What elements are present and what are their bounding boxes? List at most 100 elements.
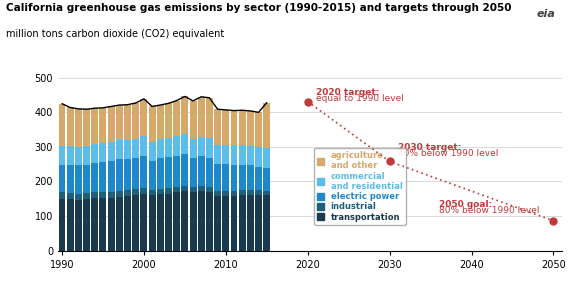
Bar (157, 158, 164, 189)
Bar (181, 186, 188, 192)
Bar (222, 145, 229, 164)
Bar (141, 194, 148, 251)
Bar (83, 193, 90, 199)
Bar (255, 147, 262, 166)
Bar (181, 134, 188, 154)
Bar (222, 191, 229, 196)
Bar (83, 164, 90, 193)
Bar (157, 105, 164, 139)
Bar (189, 101, 196, 139)
Bar (230, 164, 237, 191)
Bar (132, 139, 139, 158)
Bar (198, 97, 205, 137)
Text: million tons carbon dioxide (CO2) equivalent: million tons carbon dioxide (CO2) equiva… (6, 29, 224, 39)
Bar (116, 191, 123, 197)
Bar (91, 163, 98, 192)
Bar (116, 197, 123, 251)
Bar (141, 188, 148, 194)
Bar (100, 162, 107, 192)
Bar (263, 148, 270, 168)
Bar (198, 137, 205, 156)
Bar (263, 103, 270, 148)
Bar (263, 168, 270, 191)
Bar (222, 164, 229, 191)
Bar (247, 195, 254, 251)
Bar (132, 195, 139, 251)
Text: California greenhouse gas emissions by sector (1990-2015) and targets through 20: California greenhouse gas emissions by s… (6, 3, 511, 13)
Bar (67, 165, 74, 193)
Bar (58, 104, 65, 146)
Bar (189, 139, 196, 158)
Bar (149, 107, 156, 142)
Bar (239, 190, 245, 195)
Bar (255, 190, 262, 195)
Bar (239, 195, 245, 251)
Bar (230, 111, 237, 145)
Bar (239, 110, 245, 145)
Bar (124, 159, 131, 190)
Bar (165, 157, 172, 188)
Bar (165, 194, 172, 251)
Bar (189, 192, 196, 251)
Bar (247, 190, 254, 195)
Bar (91, 198, 98, 251)
Bar (173, 136, 180, 156)
Text: 2030 target:: 2030 target: (398, 143, 461, 152)
Bar (149, 195, 156, 251)
Bar (141, 156, 148, 188)
Bar (222, 196, 229, 251)
Bar (247, 146, 254, 165)
Bar (189, 187, 196, 192)
Bar (108, 107, 115, 142)
Bar (157, 189, 164, 194)
Bar (173, 156, 180, 187)
Bar (132, 103, 139, 139)
Bar (181, 192, 188, 251)
Bar (91, 192, 98, 198)
Bar (67, 146, 74, 165)
Bar (214, 164, 221, 191)
Bar (230, 196, 237, 251)
Bar (132, 189, 139, 195)
Bar (100, 108, 107, 143)
Legend: agriculture
and other, commercial
and residential, electric power, industrial, t: agriculture and other, commercial and re… (314, 147, 406, 225)
Bar (165, 188, 172, 194)
Bar (181, 154, 188, 186)
Bar (165, 138, 172, 157)
Bar (263, 195, 270, 251)
Bar (75, 194, 82, 200)
Bar (58, 192, 65, 199)
Bar (124, 190, 131, 196)
Bar (67, 193, 74, 199)
Bar (255, 166, 262, 190)
Bar (198, 191, 205, 251)
Bar (173, 101, 180, 136)
Bar (100, 198, 107, 251)
Bar (173, 192, 180, 251)
Bar (214, 109, 221, 145)
Bar (108, 192, 115, 198)
Bar (108, 161, 115, 192)
Text: 40% below 1990 level: 40% below 1990 level (398, 149, 498, 158)
Bar (67, 199, 74, 251)
Bar (247, 111, 254, 146)
Text: eia: eia (537, 9, 556, 19)
Bar (181, 96, 188, 134)
Bar (75, 109, 82, 147)
Bar (214, 196, 221, 251)
Text: 2020 target:: 2020 target: (316, 88, 379, 97)
Bar (157, 139, 164, 158)
Bar (230, 145, 237, 164)
Bar (214, 191, 221, 196)
Bar (108, 142, 115, 161)
Bar (198, 156, 205, 186)
Bar (75, 200, 82, 251)
Bar (239, 145, 245, 164)
Bar (230, 191, 237, 196)
Bar (58, 165, 65, 192)
Bar (255, 112, 262, 147)
Bar (83, 199, 90, 251)
Text: 2050 goal:: 2050 goal: (439, 200, 492, 209)
Bar (214, 145, 221, 164)
Bar (263, 191, 270, 195)
